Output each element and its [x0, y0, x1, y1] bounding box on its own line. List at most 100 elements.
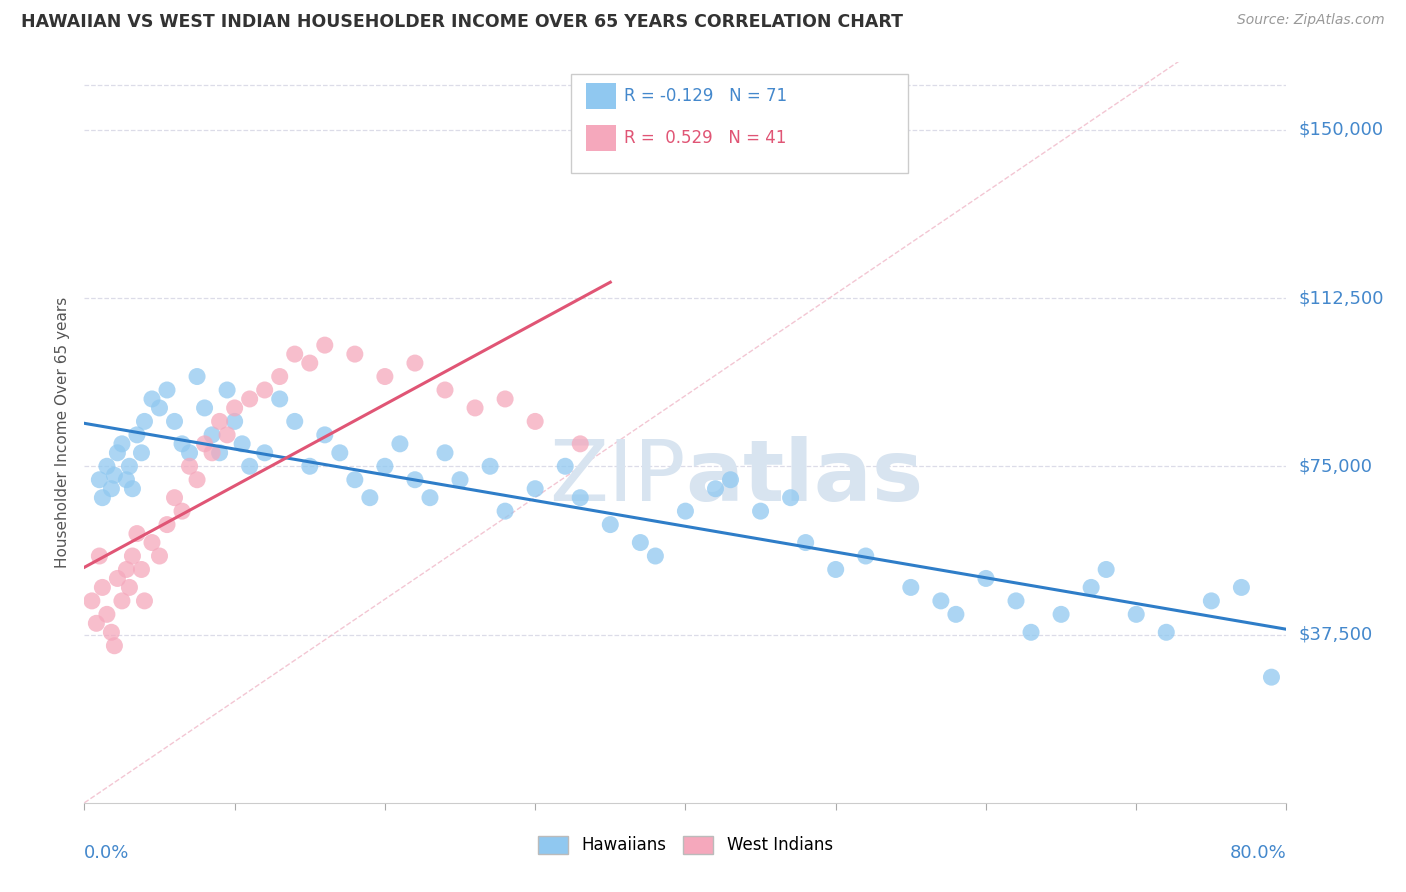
Point — [156, 517, 179, 532]
Point — [179, 459, 201, 474]
Point — [131, 446, 153, 460]
Point — [170, 437, 193, 451]
Point — [141, 392, 163, 406]
Point — [749, 504, 772, 518]
Point — [434, 383, 457, 397]
Point — [404, 356, 426, 370]
Point — [1230, 581, 1253, 595]
Point — [1201, 594, 1223, 608]
Point — [720, 473, 742, 487]
Point — [284, 347, 307, 361]
Point — [201, 446, 224, 460]
Text: $150,000: $150,000 — [1299, 120, 1384, 139]
Point — [208, 414, 231, 428]
Point — [599, 517, 621, 532]
Point — [1005, 594, 1028, 608]
Point — [186, 369, 208, 384]
Text: R =  0.529   N = 41: R = 0.529 N = 41 — [624, 129, 786, 147]
Point — [779, 491, 801, 505]
Point — [1050, 607, 1073, 622]
Point — [388, 437, 411, 451]
Point — [644, 549, 666, 563]
Point — [494, 392, 516, 406]
Point — [794, 535, 817, 549]
Point — [284, 414, 307, 428]
Point — [1080, 581, 1102, 595]
Point — [125, 526, 148, 541]
Point — [314, 338, 336, 352]
Point — [569, 437, 592, 451]
Point — [148, 549, 170, 563]
Point — [163, 414, 186, 428]
FancyBboxPatch shape — [571, 73, 908, 173]
Point — [314, 428, 336, 442]
Point — [163, 491, 186, 505]
Point — [86, 616, 108, 631]
Point — [194, 437, 217, 451]
Text: $75,000: $75,000 — [1299, 458, 1372, 475]
Point — [343, 473, 366, 487]
Y-axis label: Householder Income Over 65 years: Householder Income Over 65 years — [55, 297, 70, 568]
Point — [374, 459, 396, 474]
Text: R = -0.129   N = 71: R = -0.129 N = 71 — [624, 87, 787, 104]
Text: 80.0%: 80.0% — [1230, 844, 1286, 862]
Point — [103, 468, 125, 483]
Point — [208, 446, 231, 460]
Point — [704, 482, 727, 496]
Point — [134, 414, 156, 428]
Point — [118, 459, 141, 474]
Point — [329, 446, 352, 460]
Point — [231, 437, 253, 451]
Point — [224, 414, 246, 428]
Point — [186, 473, 208, 487]
Point — [107, 446, 129, 460]
Point — [100, 482, 122, 496]
Point — [298, 356, 321, 370]
Point — [359, 491, 381, 505]
Point — [111, 437, 134, 451]
Point — [239, 459, 262, 474]
Point — [148, 401, 170, 415]
Point — [239, 392, 262, 406]
Point — [96, 459, 118, 474]
Point — [628, 535, 651, 549]
Point — [156, 383, 179, 397]
Point — [298, 459, 321, 474]
Point — [91, 581, 114, 595]
Point — [111, 594, 134, 608]
Point — [253, 383, 276, 397]
FancyBboxPatch shape — [586, 83, 616, 109]
Point — [179, 446, 201, 460]
Point — [80, 594, 103, 608]
Point — [464, 401, 486, 415]
Point — [554, 459, 576, 474]
Point — [419, 491, 441, 505]
Point — [1125, 607, 1147, 622]
Text: atlas: atlas — [686, 435, 924, 518]
Point — [121, 482, 143, 496]
Point — [115, 473, 138, 487]
Point — [269, 392, 291, 406]
Point — [675, 504, 697, 518]
Point — [945, 607, 967, 622]
Text: HAWAIIAN VS WEST INDIAN HOUSEHOLDER INCOME OVER 65 YEARS CORRELATION CHART: HAWAIIAN VS WEST INDIAN HOUSEHOLDER INCO… — [21, 13, 903, 31]
Point — [115, 562, 138, 576]
Text: 0.0%: 0.0% — [84, 844, 129, 862]
Point — [824, 562, 846, 576]
Point — [855, 549, 877, 563]
Point — [929, 594, 952, 608]
Point — [100, 625, 122, 640]
Point — [141, 535, 163, 549]
Point — [103, 639, 125, 653]
Point — [89, 549, 111, 563]
Text: $37,500: $37,500 — [1299, 625, 1372, 643]
Point — [253, 446, 276, 460]
Point — [217, 383, 239, 397]
Point — [89, 473, 111, 487]
Point — [974, 571, 997, 585]
Point — [1095, 562, 1118, 576]
Point — [569, 491, 592, 505]
Point — [217, 428, 239, 442]
Point — [1260, 670, 1282, 684]
FancyBboxPatch shape — [586, 126, 616, 152]
